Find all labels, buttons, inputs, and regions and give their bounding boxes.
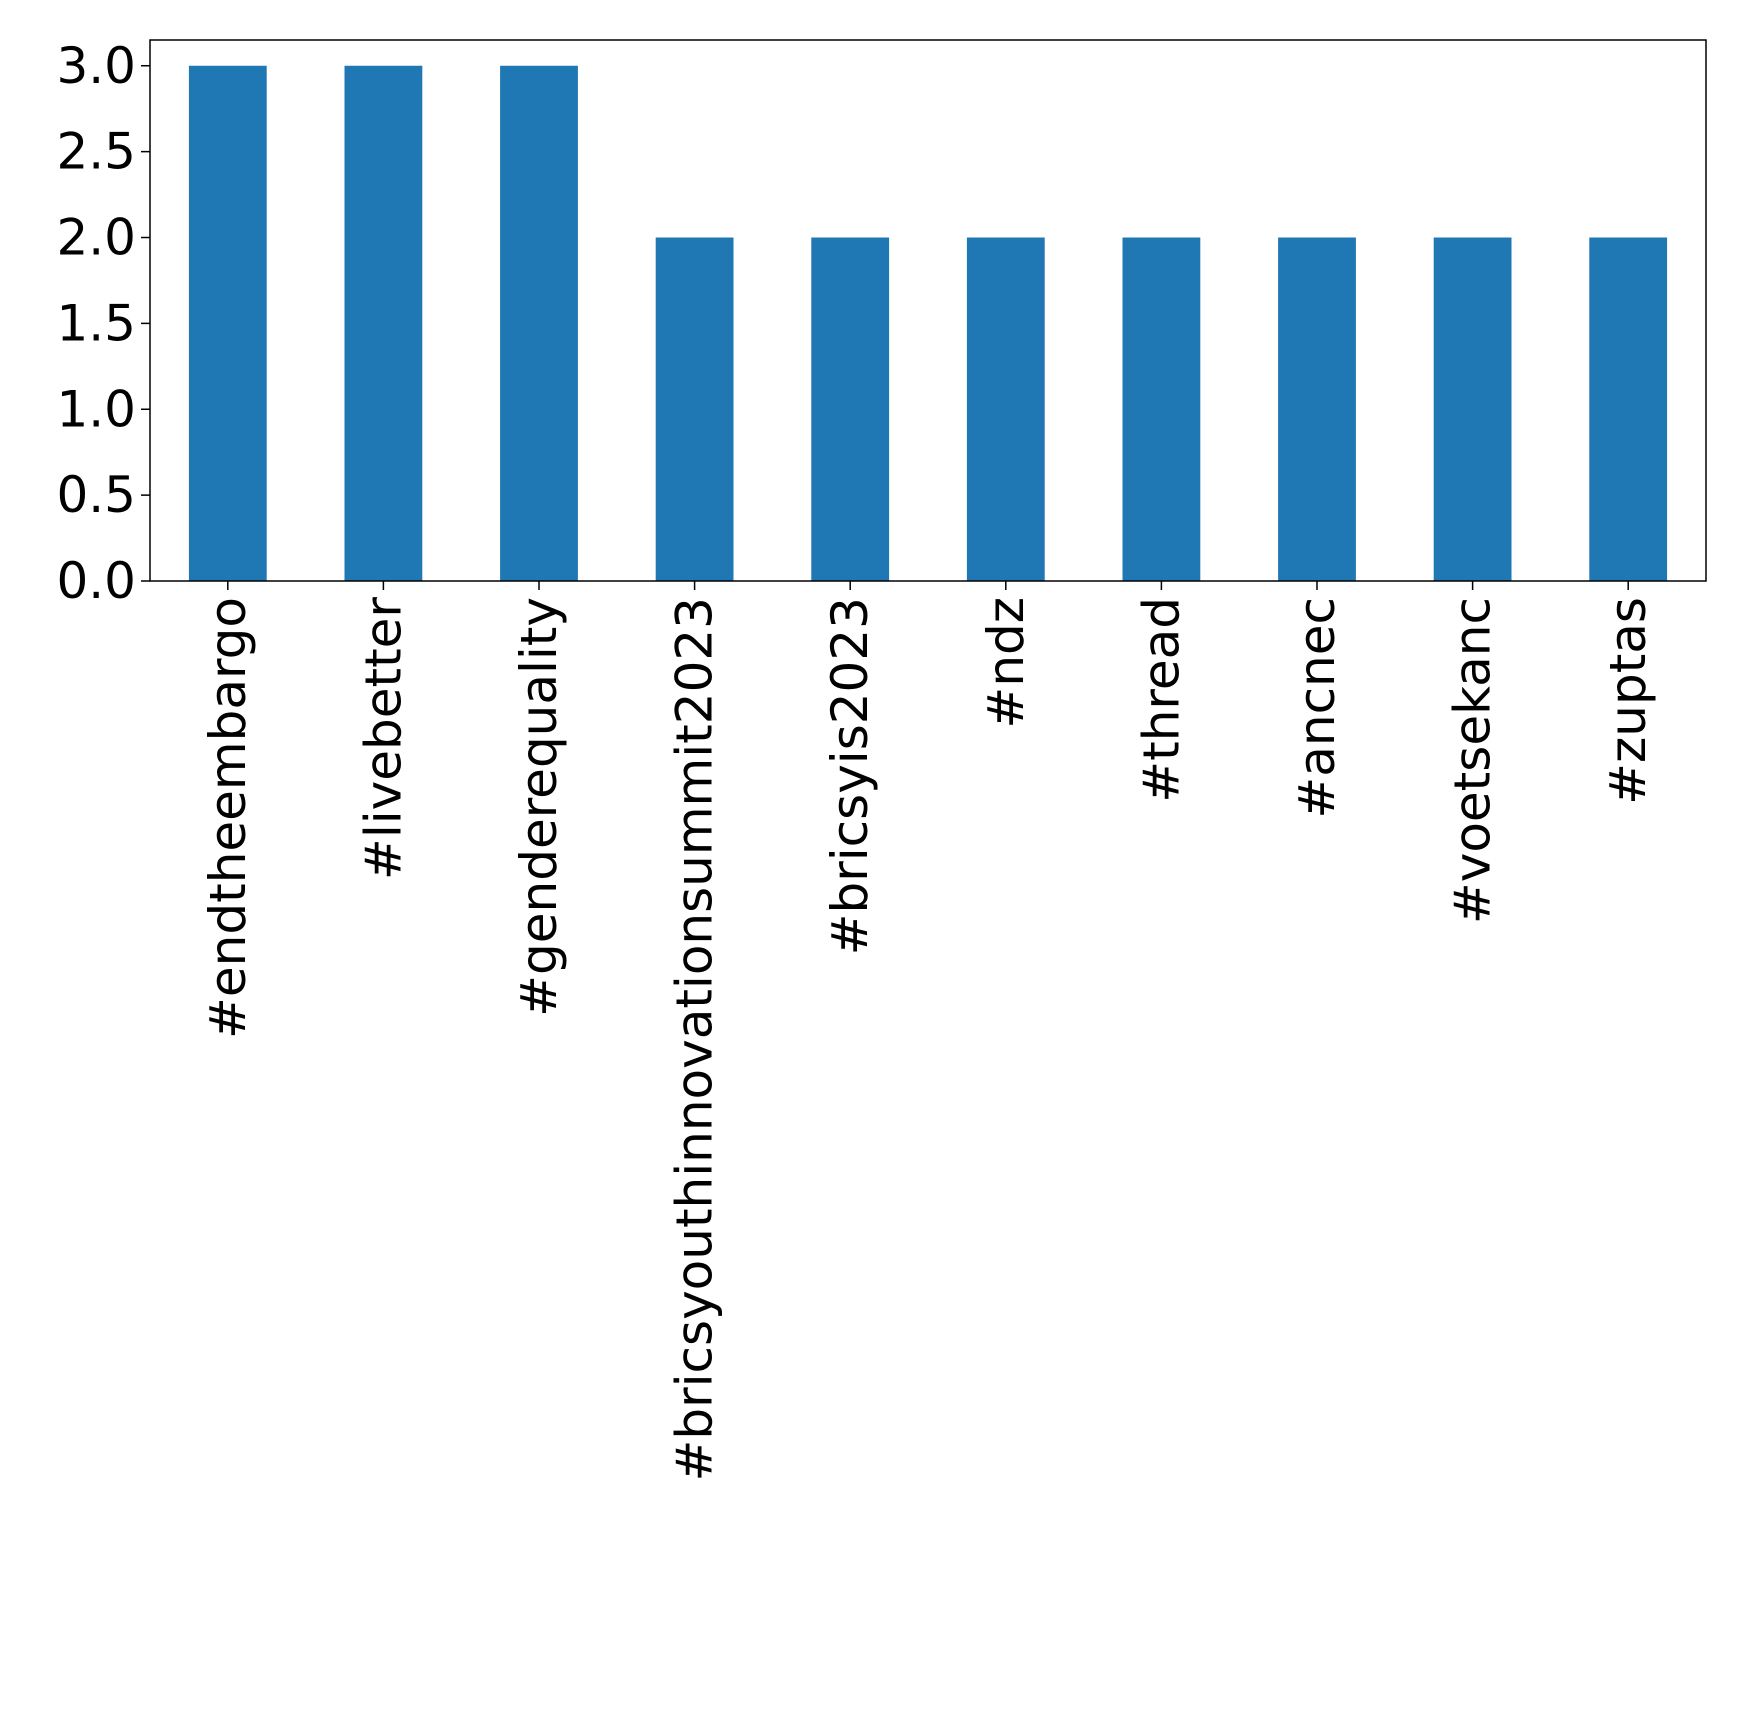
x-tick-label: #thread — [1132, 597, 1190, 803]
bar — [188, 65, 267, 581]
x-axis: #endtheembargo #livebetter #genderequality… — [199, 581, 1657, 1482]
y-tick-label: 1.0 — [56, 380, 136, 438]
x-tick-label: #voetsekanc — [1444, 597, 1502, 924]
bar — [1433, 237, 1512, 581]
bar — [1589, 237, 1668, 581]
y-tick-label: 1.5 — [56, 294, 136, 352]
x-tick-label: #bricsyouthinnovationsummit2023 — [666, 597, 724, 1482]
x-tick-label: #genderequality — [510, 597, 568, 1017]
bar — [344, 65, 423, 581]
x-tick-label: #bricsyis2023 — [821, 597, 879, 955]
x-tick-label: #livebetter — [354, 597, 412, 881]
y-tick-label: 2.5 — [56, 123, 136, 181]
bar — [1278, 237, 1356, 581]
bar — [811, 237, 890, 581]
x-tick-label: #zuptas — [1599, 597, 1657, 805]
x-tick-label: #ndz — [977, 597, 1035, 729]
bar — [1122, 237, 1201, 581]
y-tick-label: 2.0 — [56, 209, 136, 267]
y-axis: 0.0 0.5 1.0 1.5 2.0 2.5 3.0 — [56, 37, 150, 610]
bar-series — [188, 65, 1668, 581]
y-tick-label: 3.0 — [56, 37, 136, 95]
y-tick-label: 0.5 — [56, 466, 136, 524]
bar — [966, 237, 1045, 581]
bar — [655, 237, 734, 581]
plot-frame — [149, 39, 1707, 582]
x-tick-label: #ancnec — [1288, 597, 1346, 819]
bar — [500, 65, 578, 581]
x-tick-label: #endtheembargo — [199, 597, 257, 1039]
y-tick-label: 0.0 — [56, 552, 136, 610]
